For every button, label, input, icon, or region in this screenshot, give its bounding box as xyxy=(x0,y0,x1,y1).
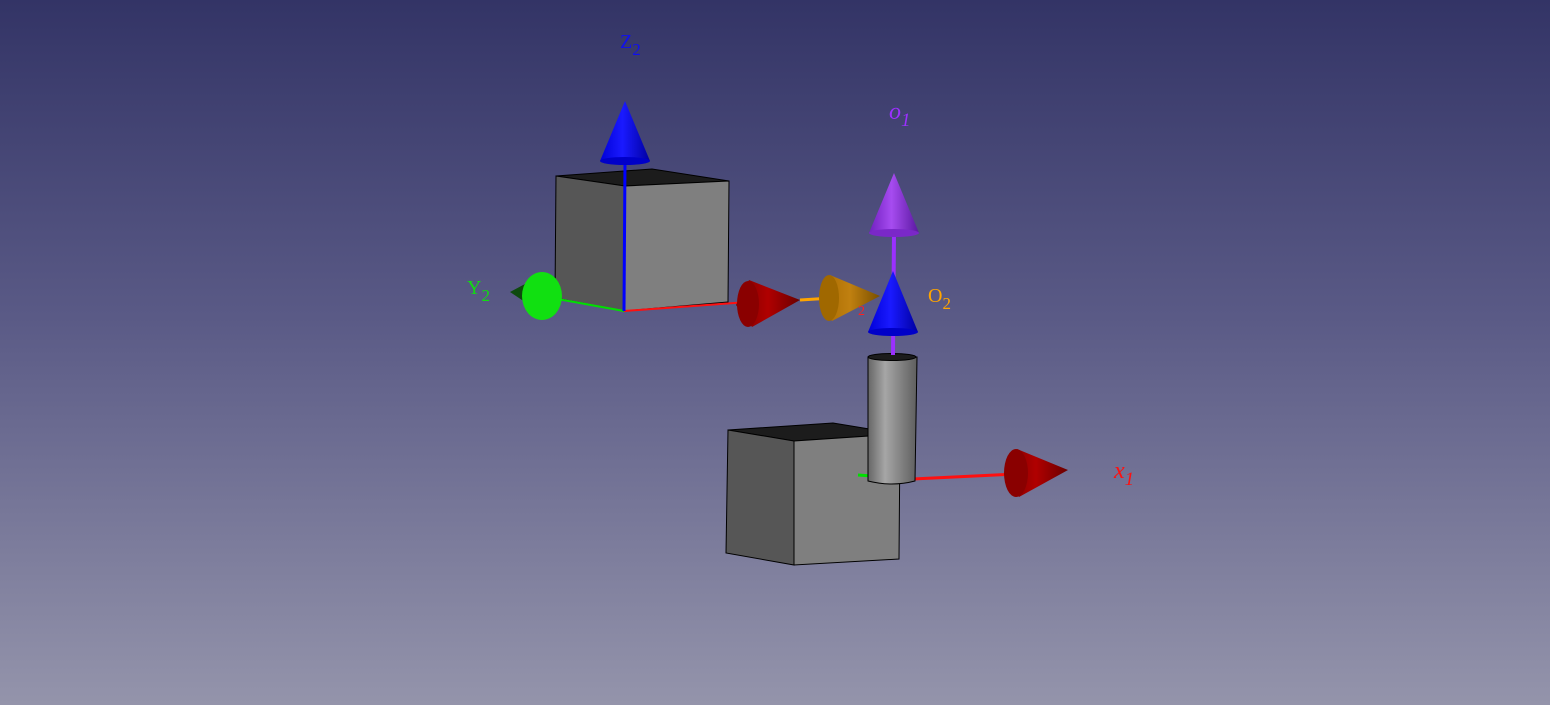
x1-label: x1 xyxy=(1113,458,1134,490)
o1-label-sub: 1 xyxy=(901,110,911,131)
z2-label: Z2 xyxy=(620,31,641,59)
offset-cone-base xyxy=(819,275,839,321)
z2-cone-base xyxy=(600,157,650,165)
z1-axis[interactable] xyxy=(868,271,918,336)
upper-cube-right-face xyxy=(623,180,730,312)
upper-cube-left-face xyxy=(554,175,626,312)
upper-x-axis-shaft xyxy=(623,301,749,312)
o1-cone xyxy=(869,173,919,233)
y2-axis-shaft xyxy=(551,297,625,312)
x1-label-sub: 1 xyxy=(1125,469,1135,490)
pillar-body xyxy=(867,356,918,485)
o1-cone-base xyxy=(869,229,919,237)
x1-cone-base xyxy=(1004,449,1028,497)
offset-axis[interactable] xyxy=(799,275,880,321)
o2-label-sub: 2 xyxy=(942,294,951,313)
y2-label: Y2 xyxy=(467,277,490,305)
z2-label-main: Z xyxy=(620,31,632,53)
lower-cube-left-face xyxy=(725,429,795,566)
y2-axis[interactable] xyxy=(510,272,625,320)
y2-label-main: Y xyxy=(467,277,481,299)
pillar[interactable] xyxy=(867,353,918,485)
hidden-label: 2 xyxy=(858,304,865,319)
x1-axis[interactable] xyxy=(891,449,1068,497)
x1-label-main: x xyxy=(1113,458,1125,484)
o1-label-main: o xyxy=(889,99,901,125)
z1-cone xyxy=(868,271,918,332)
z2-label-sub: 2 xyxy=(632,40,641,59)
z2-cone xyxy=(600,101,650,161)
o2-label: O2 xyxy=(928,285,951,313)
z2-axis[interactable] xyxy=(600,101,650,312)
upper-x-cone-base xyxy=(737,281,759,327)
upper-x-axis[interactable] xyxy=(623,280,800,327)
o1-label: o1 xyxy=(889,99,911,131)
upper-cube[interactable] xyxy=(554,168,730,312)
y2-cone-base xyxy=(522,272,562,320)
o2-label-main: O xyxy=(928,285,942,307)
z2-axis-shaft xyxy=(622,159,627,312)
z1-cone-base xyxy=(868,328,918,336)
y2-label-sub: 2 xyxy=(481,286,490,305)
